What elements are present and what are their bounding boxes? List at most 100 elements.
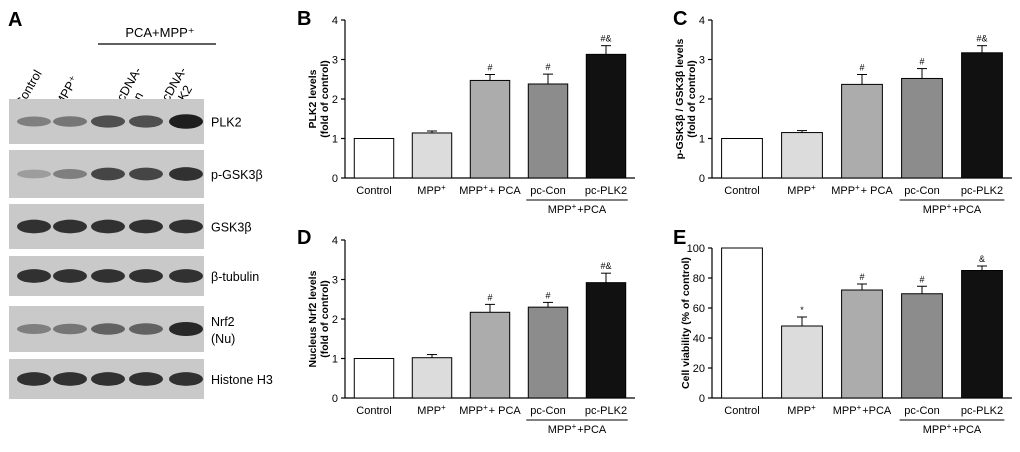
category-label: MPP+ + PCA [831, 183, 893, 197]
y-tick-label: 3 [699, 55, 705, 67]
significance-marker: # [545, 62, 550, 72]
y-axis-label: Cell viability (% of control) [680, 257, 692, 389]
category-label: MPP+ + PCA [459, 403, 521, 417]
blot-band [91, 167, 125, 181]
bar [585, 282, 627, 399]
chart-panel-d: D 0 1 2 3 4 Nucleus Nrf2 levels(fold of contro… [297, 227, 635, 436]
category-label: pc-PLK2 [585, 405, 627, 417]
bar [781, 325, 823, 399]
blot-strips: PLK2 p-GSK3β GSK3β β-tubulin Nrf2 (Nu) Histone… [9, 99, 273, 399]
bar [781, 132, 823, 179]
blot-band [53, 219, 87, 234]
blot-band [17, 116, 51, 127]
y-tick-label: 3 [332, 275, 338, 287]
panel-label-a: A [8, 9, 22, 31]
panel-label: E [673, 227, 686, 249]
significance-marker: # [545, 290, 550, 300]
significance-marker: #& [600, 261, 611, 271]
y-axis-label: Nucleus Nrf2 levels(fold of control) [307, 270, 331, 367]
bar [469, 79, 511, 179]
blot-strip: Histone H3 [9, 359, 273, 399]
category-label: MPP+ [787, 183, 816, 197]
blot-band [129, 167, 163, 181]
blot-strip: β-tubulin [9, 256, 259, 296]
blot-band [129, 115, 163, 128]
y-tick-label: 4 [699, 15, 705, 27]
category-label: Control [356, 405, 391, 417]
blot-label: GSK3β [211, 221, 252, 235]
blot-band [169, 114, 203, 129]
group-bracket-label: MPP+ +PCA [548, 422, 607, 436]
y-tick-label: 4 [332, 15, 338, 27]
category-label: MPP+ [417, 403, 446, 417]
bar [901, 293, 943, 399]
chart-panel-e: E 0 20 40 60 80 100 Cell viability (% of contro… [673, 227, 1012, 436]
significance-marker: # [919, 57, 924, 67]
significance-marker: # [919, 274, 924, 284]
bar-charts: B 0 1 2 3 4 PLK2 levels(fold of control) Contro… [297, 8, 1012, 436]
y-tick-label: 40 [693, 333, 705, 345]
bar [721, 247, 763, 399]
bar [961, 270, 1003, 399]
significance-marker: #& [976, 34, 987, 44]
blot-band [91, 115, 125, 128]
y-tick-label: 0 [332, 173, 338, 185]
category-label: pc-PLK2 [585, 185, 627, 197]
category-label: MPP+ [787, 403, 816, 417]
significance-marker: # [487, 292, 492, 302]
y-tick-label: 60 [693, 303, 705, 315]
blot-band [169, 321, 203, 337]
significance-marker: # [859, 272, 864, 282]
category-label: MPP+ + PCA [459, 183, 521, 197]
blot-strip: PLK2 [9, 99, 242, 144]
chart-panel-b: B 0 1 2 3 4 PLK2 levels(fold of control) Contro… [297, 8, 635, 216]
y-tick-label: 0 [699, 173, 705, 185]
panel-label: C [673, 8, 687, 30]
y-tick-label: 3 [332, 55, 338, 67]
group-bracket-label: MPP+ +PCA [923, 422, 982, 436]
y-tick-label: 1 [332, 354, 338, 366]
blot-strip: GSK3β [9, 204, 252, 249]
blot-band [91, 323, 125, 335]
chart-panel-c: C 0 1 2 3 4p-GSK3β / GSK3β levels(fold of con… [673, 8, 1012, 216]
y-tick-label: 0 [332, 393, 338, 405]
y-tick-label: 4 [332, 235, 338, 247]
blot-band [129, 219, 163, 234]
category-label: pc-Con [530, 405, 565, 417]
bar [901, 77, 943, 179]
significance-marker: * [800, 305, 804, 315]
category-label: pc-PLK2 [961, 185, 1003, 197]
blot-band [17, 169, 51, 179]
blot-band [129, 269, 163, 283]
category-label: Control [724, 185, 759, 197]
blot-strip: p-GSK3β [9, 150, 263, 198]
bar [585, 53, 627, 179]
y-axis-label: p-GSK3β / GSK3β levels(fold of control) [674, 38, 698, 159]
blot-label: p-GSK3β [211, 168, 263, 182]
blot-band [17, 323, 51, 335]
y-tick-label: 100 [687, 243, 705, 255]
blot-band [53, 372, 87, 386]
bar [961, 52, 1003, 179]
significance-marker: # [487, 63, 492, 73]
bar [353, 358, 395, 399]
panel-label: D [297, 227, 311, 249]
blot-band [169, 372, 203, 386]
bar [411, 357, 453, 399]
y-tick-label: 2 [332, 314, 338, 326]
significance-marker: # [859, 63, 864, 73]
y-tick-label: 20 [693, 363, 705, 375]
y-tick-label: 2 [699, 94, 705, 106]
bar [469, 311, 511, 399]
y-tick-label: 2 [332, 94, 338, 106]
significance-marker: #& [600, 34, 611, 44]
blot-band [53, 269, 87, 283]
blot-band [17, 372, 51, 386]
bar [841, 83, 883, 179]
bar [411, 132, 453, 179]
blot-band [17, 269, 51, 283]
blot-band [91, 269, 125, 283]
blot-label: PLK2 [211, 116, 242, 130]
category-label: Control [356, 185, 391, 197]
